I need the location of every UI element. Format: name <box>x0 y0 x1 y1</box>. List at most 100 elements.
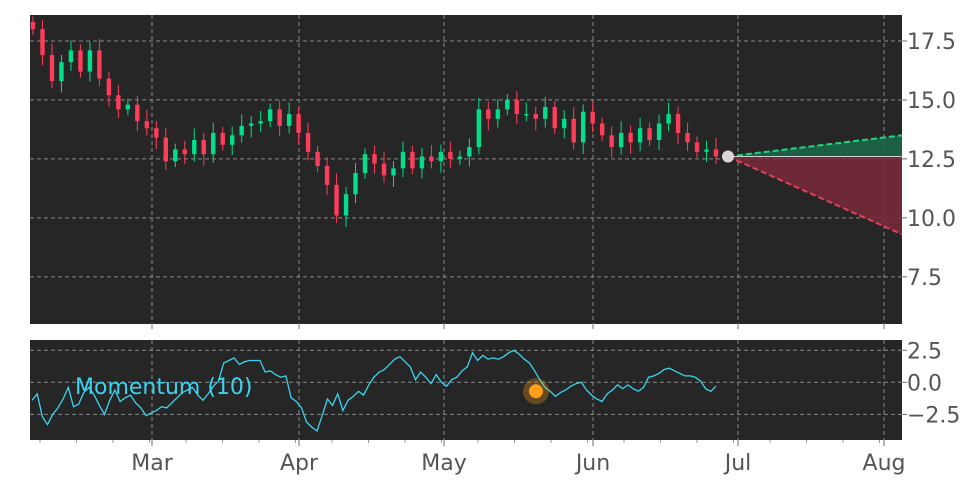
candle-body <box>343 194 349 216</box>
candle-body <box>97 50 102 79</box>
momentum-grid <box>30 340 902 440</box>
candle-body <box>305 132 311 152</box>
candle-body <box>135 104 140 122</box>
candle-body <box>713 149 719 157</box>
candle-body <box>580 111 586 143</box>
candle-body <box>486 109 491 119</box>
candle-body <box>248 123 254 126</box>
x-axis: Mar Apr May Jun Jul Aug <box>39 324 906 476</box>
candle-body <box>505 99 510 110</box>
candle-body <box>258 121 263 124</box>
candle-body <box>277 109 282 126</box>
candle-body <box>201 140 206 155</box>
candle-body <box>144 121 150 129</box>
price-ytick-label: 17.5 <box>907 30 956 55</box>
candle-body <box>599 123 605 136</box>
candle-body <box>239 125 244 136</box>
candle-body <box>647 128 652 141</box>
candle-body <box>400 151 406 169</box>
candle-body <box>694 142 700 152</box>
price-projection <box>722 134 903 236</box>
momentum-ytick-label: 2.5 <box>907 339 942 364</box>
candle-body <box>514 99 519 115</box>
x-tick-label: Apr <box>280 451 319 476</box>
projection-upper-line <box>727 134 903 158</box>
candle-body <box>173 149 178 162</box>
candle-body <box>685 132 690 143</box>
candle-body <box>30 22 36 30</box>
candle-body <box>78 50 83 72</box>
candle-body <box>704 149 709 152</box>
candle-body <box>372 154 377 164</box>
candle-body <box>267 109 273 122</box>
x-tick-label: Aug <box>863 451 906 476</box>
candle-body <box>476 109 482 148</box>
candle-body <box>467 147 472 157</box>
candle-body <box>192 140 197 155</box>
price-y-axis: 7.5 10.0 12.5 15.0 17.5 <box>902 30 956 291</box>
candle-body <box>675 114 681 133</box>
candle-body <box>419 156 425 169</box>
candle-body <box>68 50 74 63</box>
candle-body <box>618 132 624 148</box>
candle-body <box>59 62 64 82</box>
momentum-y-axis: −2.5 0.0 2.5 <box>902 339 960 428</box>
last-close-marker <box>722 150 734 163</box>
candle-body <box>562 118 567 129</box>
x-tick-label: Mar <box>131 451 173 476</box>
candle-body <box>163 137 169 162</box>
candle-body <box>315 151 320 166</box>
price-ytick-label: 10.0 <box>907 207 956 232</box>
candle-body <box>182 149 187 155</box>
candle-body <box>116 95 121 110</box>
momentum-ytick-label: 0.0 <box>907 371 942 396</box>
candle-body <box>230 135 235 145</box>
price-ytick-label: 12.5 <box>907 148 956 173</box>
candle-body <box>381 163 387 176</box>
candle-body <box>571 118 576 143</box>
candle-body <box>524 114 529 116</box>
candle-body <box>448 151 453 159</box>
candle-body <box>286 114 292 126</box>
candle-body <box>391 168 396 176</box>
candle-body <box>362 154 368 174</box>
candle-body <box>106 78 112 96</box>
candle-body <box>410 151 415 169</box>
candle-body <box>154 128 159 138</box>
candle-body <box>220 132 225 145</box>
candle-body <box>495 109 501 119</box>
x-tick-label: May <box>421 451 466 476</box>
candle-body <box>334 184 339 216</box>
candle-body <box>637 128 643 143</box>
candle-body <box>429 156 434 162</box>
candle-body <box>125 104 131 110</box>
candle-body <box>40 29 45 56</box>
candle-body <box>438 151 444 162</box>
candle-body <box>353 173 358 195</box>
candle-body <box>609 135 614 148</box>
candle-body <box>543 106 548 119</box>
candle-body <box>533 114 538 119</box>
candle-body <box>656 123 662 141</box>
candle-body <box>590 111 595 124</box>
momentum-series-line <box>31 349 717 433</box>
price-candles <box>30 16 719 228</box>
momentum-highlight-point <box>529 384 543 399</box>
candle-body <box>49 55 55 82</box>
price-ytick-label: 15.0 <box>907 89 956 114</box>
momentum-label: Momentum (10) <box>75 375 253 400</box>
candle-body <box>457 156 463 159</box>
candle-body <box>87 50 93 72</box>
momentum-ytick-label: −2.5 <box>907 403 960 428</box>
candle-body <box>552 106 557 129</box>
candle-body <box>628 132 633 143</box>
candle-body <box>324 165 330 185</box>
candle-body <box>296 114 301 133</box>
momentum-line <box>31 349 717 433</box>
projection-lower-line <box>727 155 903 236</box>
candle-body <box>666 114 671 124</box>
price-ytick-label: 7.5 <box>907 266 942 291</box>
momentum-panel-background <box>30 340 902 440</box>
x-tick-label: Jun <box>574 451 610 476</box>
